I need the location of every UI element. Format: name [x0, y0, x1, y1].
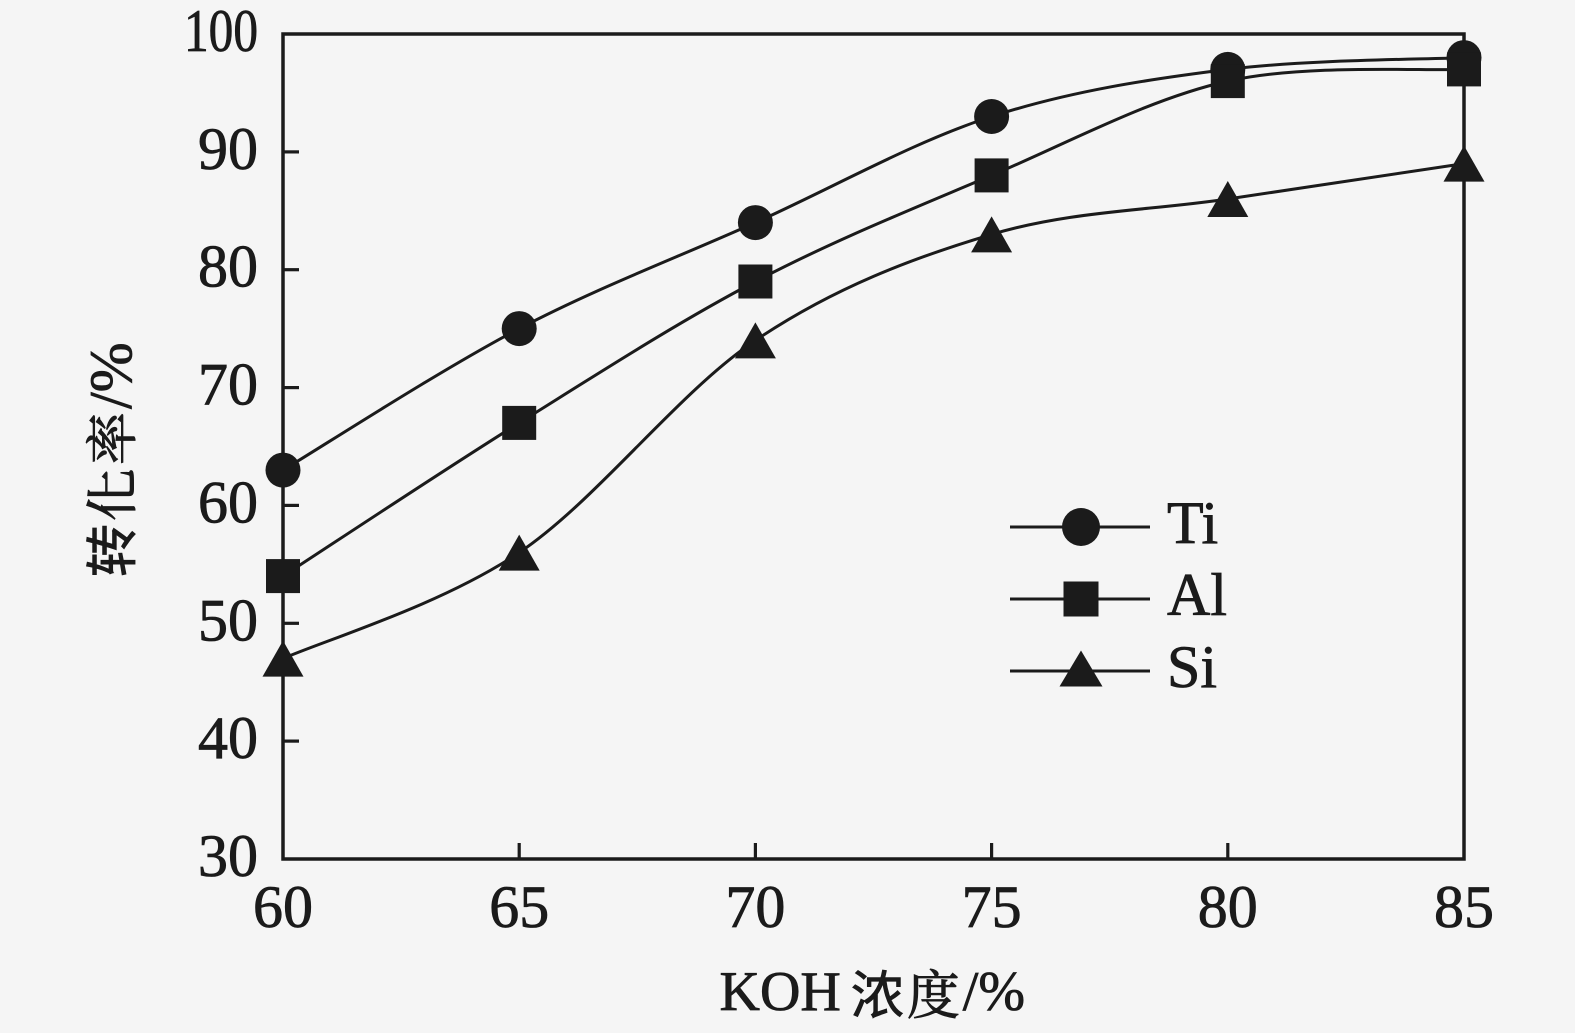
svg-text:30: 30: [198, 823, 258, 889]
svg-text:60: 60: [253, 874, 313, 940]
svg-text:85: 85: [1434, 874, 1494, 940]
svg-text:/%: /%: [963, 961, 1025, 1023]
svg-text:Si: Si: [1167, 634, 1217, 700]
svg-text:50: 50: [198, 587, 258, 653]
svg-text:70: 70: [725, 874, 785, 940]
svg-text:40: 40: [198, 705, 258, 771]
svg-text:KOH: KOH: [720, 961, 841, 1023]
svg-text:Al: Al: [1167, 562, 1227, 628]
svg-text:65: 65: [489, 874, 549, 940]
svg-text:75: 75: [962, 874, 1022, 940]
svg-text:70: 70: [198, 352, 258, 418]
svg-text:80: 80: [1198, 874, 1258, 940]
svg-text:/%: /%: [78, 342, 144, 409]
svg-text:Ti: Ti: [1167, 490, 1218, 556]
svg-text:100: 100: [184, 0, 258, 64]
svg-text:90: 90: [198, 116, 258, 182]
svg-text:60: 60: [198, 469, 258, 535]
svg-text:80: 80: [198, 234, 258, 300]
